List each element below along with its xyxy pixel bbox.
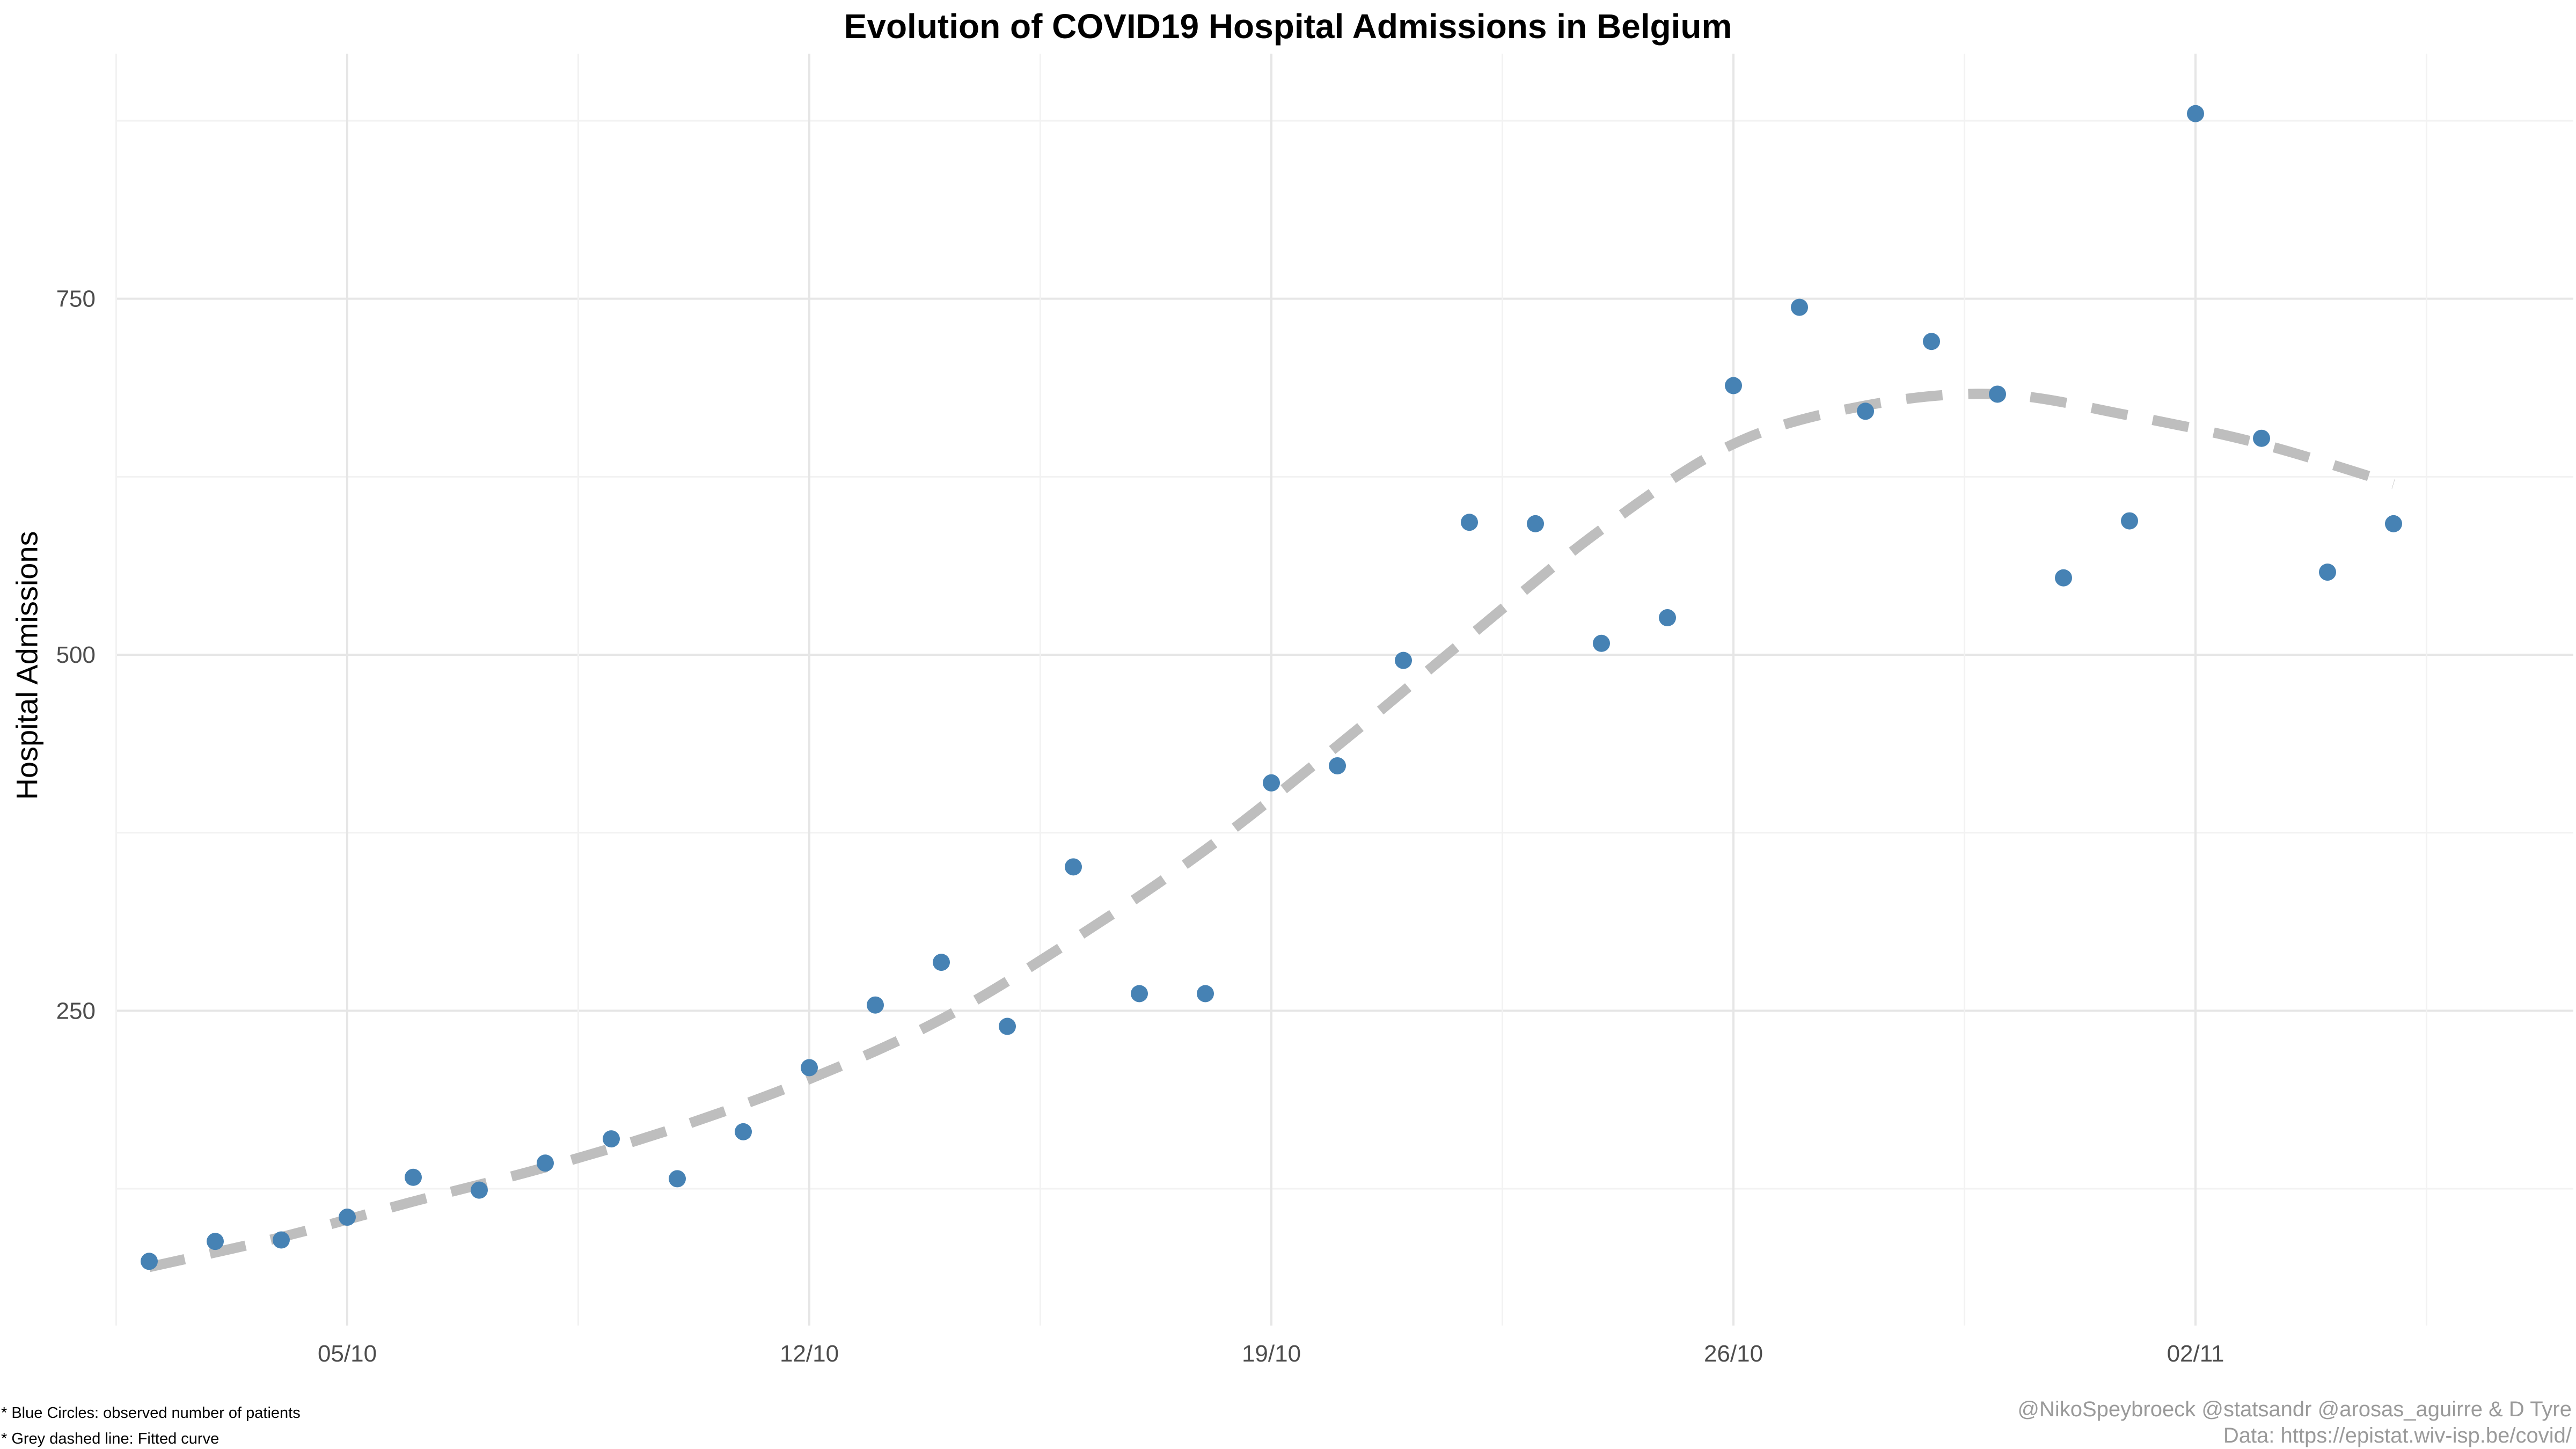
axis-tick-labels: 05/10 12/10 19/10 26/10 02/11 250 500 750 bbox=[56, 286, 2224, 1367]
data-point bbox=[1989, 385, 2006, 403]
data-point bbox=[1263, 774, 1280, 792]
data-point bbox=[273, 1231, 290, 1249]
data-point bbox=[1131, 985, 1148, 1002]
chart-title: Evolution of COVID19 Hospital Admissions… bbox=[844, 7, 1732, 46]
data-point bbox=[1461, 514, 1478, 531]
data-point bbox=[867, 996, 884, 1014]
credit-authors: @NikoSpeybroeck @statsandr @arosas_aguir… bbox=[2017, 1397, 2572, 1421]
observed-points-layer bbox=[141, 105, 2402, 1270]
data-point bbox=[1395, 652, 1412, 669]
data-point bbox=[2385, 515, 2402, 532]
data-point bbox=[1857, 402, 1874, 420]
data-point bbox=[1791, 298, 1808, 316]
data-point bbox=[2253, 429, 2270, 447]
data-point bbox=[2319, 564, 2336, 581]
data-point bbox=[1527, 515, 1544, 532]
data-point bbox=[801, 1059, 818, 1077]
credit-data-source: Data: https://epistat.wiv-isp.be/covid/ bbox=[2223, 1424, 2572, 1447]
legend-note-points: * Blue Circles: observed number of patie… bbox=[1, 1404, 301, 1422]
y-axis-label: Hospital Admissions bbox=[10, 531, 44, 800]
data-point bbox=[1329, 757, 1346, 774]
data-point bbox=[1593, 634, 1610, 652]
data-point bbox=[2187, 105, 2204, 122]
x-tick-label: 19/10 bbox=[1242, 1341, 1301, 1367]
legend-note-curve: * Grey dashed line: Fitted curve bbox=[1, 1430, 219, 1447]
y-tick-label: 750 bbox=[56, 286, 96, 312]
data-point bbox=[339, 1209, 356, 1226]
grid-lines bbox=[115, 54, 2573, 1326]
data-point bbox=[2055, 569, 2072, 587]
data-point bbox=[2121, 512, 2138, 530]
data-point bbox=[1923, 333, 1940, 350]
data-point bbox=[1065, 858, 1082, 876]
data-point bbox=[933, 954, 950, 971]
data-point bbox=[1197, 985, 1214, 1002]
y-tick-label: 250 bbox=[56, 998, 96, 1024]
x-tick-label: 26/10 bbox=[1704, 1341, 1763, 1367]
data-point bbox=[669, 1170, 686, 1188]
data-point bbox=[471, 1181, 488, 1199]
data-point bbox=[1725, 377, 1742, 394]
x-tick-label: 05/10 bbox=[318, 1341, 377, 1367]
x-tick-label: 02/11 bbox=[2167, 1341, 2224, 1367]
x-tick-label: 12/10 bbox=[780, 1341, 839, 1367]
data-point bbox=[537, 1154, 554, 1172]
data-point bbox=[141, 1253, 158, 1270]
data-point bbox=[735, 1123, 752, 1140]
data-point bbox=[405, 1168, 422, 1186]
data-point bbox=[999, 1018, 1016, 1035]
data-point bbox=[207, 1233, 224, 1250]
data-point bbox=[603, 1130, 620, 1148]
data-point bbox=[1659, 609, 1676, 627]
y-tick-label: 500 bbox=[56, 642, 96, 668]
